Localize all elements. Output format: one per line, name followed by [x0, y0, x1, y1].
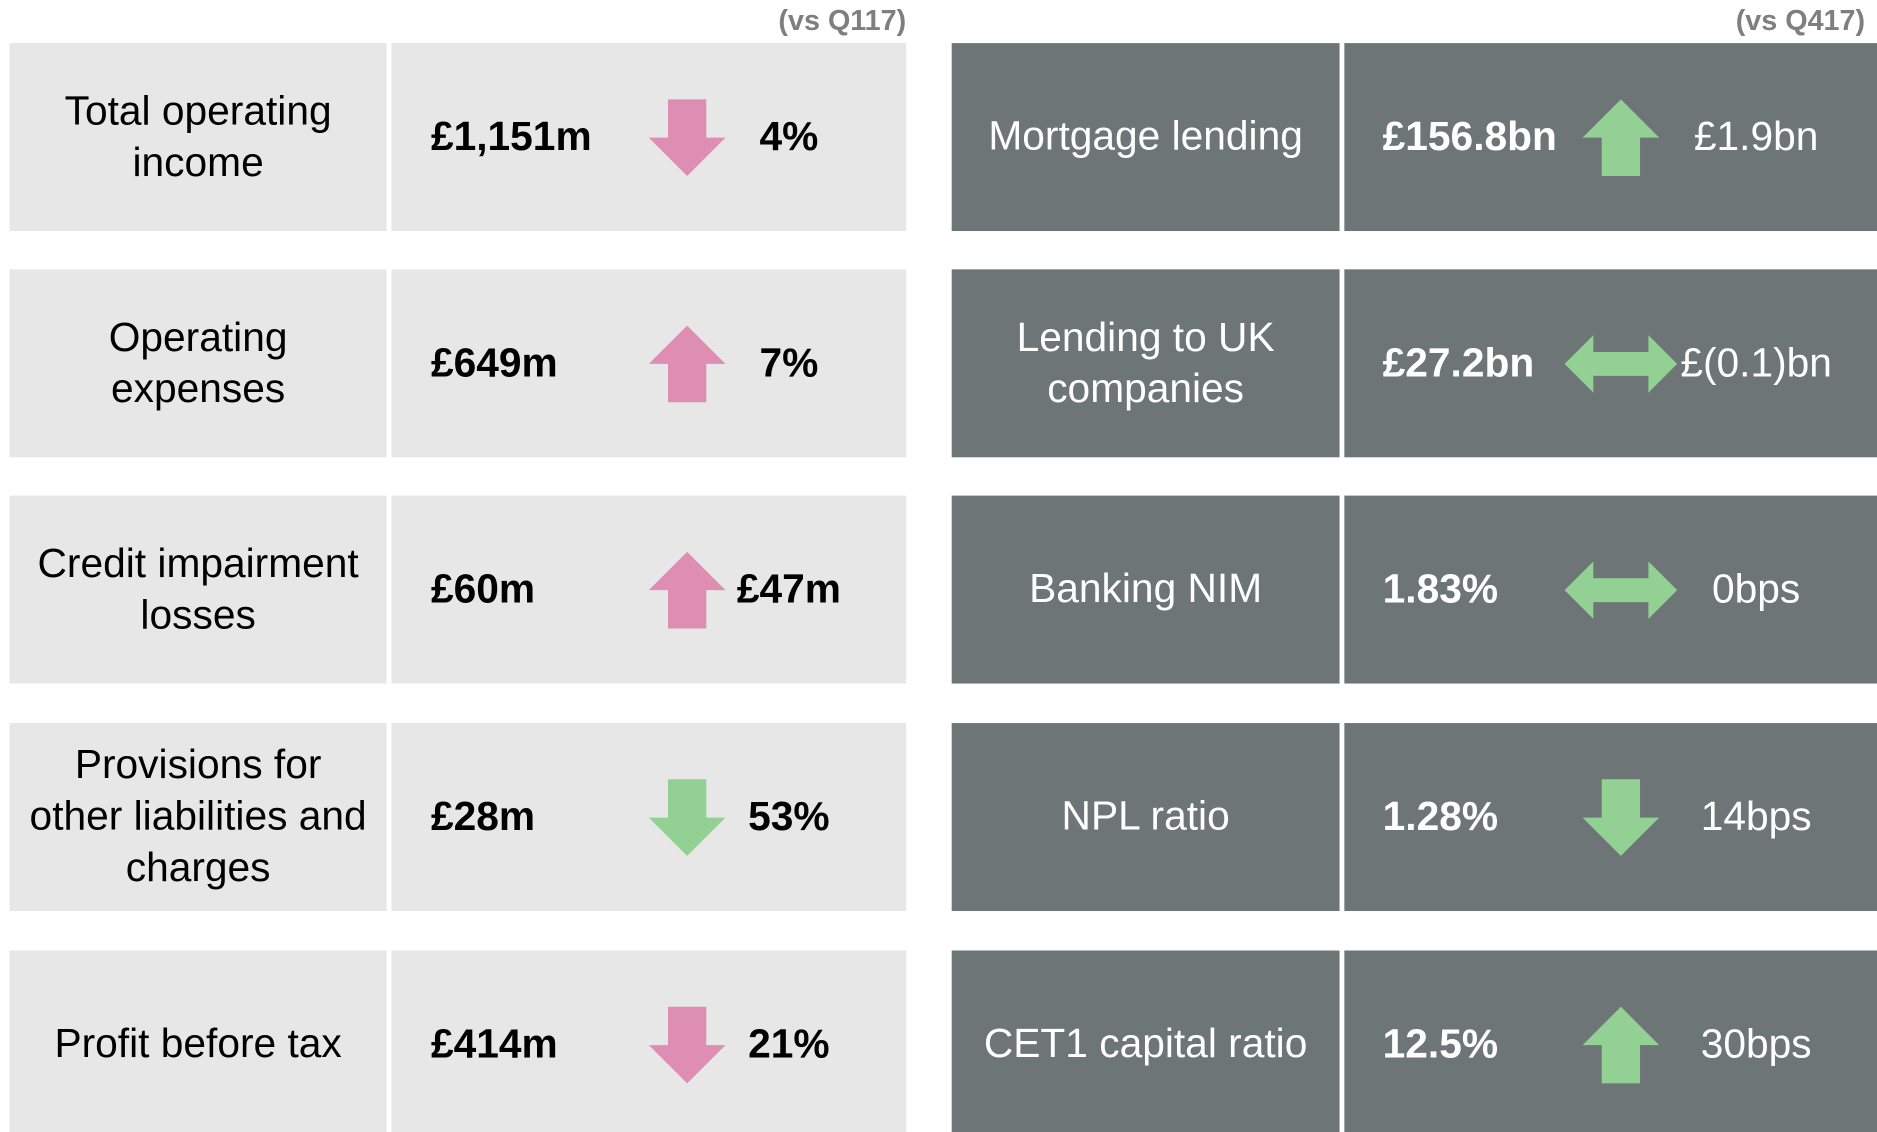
arrow [648, 1006, 726, 1083]
arrow-shape [1582, 98, 1660, 176]
metric-value: £649m [430, 339, 558, 386]
label-cell: Mortgage lending [951, 43, 1340, 232]
arrow-shape [1582, 1006, 1660, 1083]
metric-label: Profit before tax [54, 1021, 342, 1067]
value-cell: £27.2bn £(0.1)bn [1344, 269, 1877, 458]
metric-value: 1.83% [1382, 566, 1499, 612]
label-cell: Profit before tax [9, 950, 387, 1132]
arrow-shape [1564, 334, 1678, 393]
metric-value: £414m [430, 1021, 558, 1067]
arrow [648, 551, 726, 628]
metric-label: CET1 capital ratio [983, 1021, 1308, 1067]
arrow-shape [648, 325, 726, 402]
metric-change: £(0.1)bn [1680, 339, 1832, 386]
value-cell: 1.83% 0bps [1344, 495, 1877, 684]
metric-value: 1.28% [1382, 793, 1499, 840]
value-cell: £414m 21% [391, 950, 907, 1132]
value-cell: 12.5% 30bps [1344, 950, 1877, 1132]
arrow-shape [648, 551, 726, 628]
metric-value: £27.2bn [1382, 339, 1535, 386]
arrow [648, 778, 726, 856]
arrow [1582, 778, 1660, 856]
metric-value: 12.5% [1382, 1021, 1499, 1067]
panel-header: (vs Q117) [778, 4, 907, 38]
metric-label: Provisions for other liabilities and cha… [29, 742, 367, 891]
metric-label: Operating expenses [108, 314, 288, 412]
arrow [1582, 98, 1660, 176]
label-cell: Provisions for other liabilities and cha… [9, 723, 387, 911]
value-cell: £60m £47m [391, 495, 907, 684]
metric-change: £1.9bn [1693, 113, 1819, 160]
value-cell: £1,151m 4% [391, 43, 907, 232]
value-cell: £156.8bn £1.9bn [1344, 43, 1877, 232]
metric-value: £156.8bn [1382, 113, 1557, 160]
label-cell: Credit impairment losses [9, 495, 387, 684]
metric-change: 0bps [1712, 566, 1801, 612]
label-cell: Total operating income [9, 43, 387, 232]
metric-change: 53% [748, 793, 830, 840]
arrow [648, 325, 726, 402]
arrow [1582, 1006, 1660, 1083]
metric-label: NPL ratio [1061, 793, 1230, 840]
value-cell: £28m 53% [391, 723, 907, 911]
arrow-shape [648, 98, 726, 176]
metric-label: Banking NIM [1029, 566, 1263, 612]
label-cell: CET1 capital ratio [951, 950, 1340, 1132]
metric-change: 4% [759, 113, 819, 160]
value-cell: £649m 7% [391, 269, 907, 458]
metric-label: Total operating income [64, 87, 332, 185]
metric-change: 7% [759, 339, 819, 386]
arrow [648, 98, 726, 176]
panel-header: (vs Q417) [1735, 4, 1866, 38]
label-cell: Operating expenses [9, 269, 387, 458]
metric-value: £1,151m [430, 113, 592, 160]
metric-change: 21% [748, 1021, 830, 1067]
arrow [1564, 560, 1678, 619]
metric-label: Lending to UK companies [1016, 314, 1275, 412]
label-cell: Banking NIM [951, 495, 1340, 684]
arrow-shape [1582, 778, 1660, 856]
arrow-shape [648, 1006, 726, 1083]
label-cell: NPL ratio [951, 723, 1340, 911]
metric-label: Credit impairment losses [37, 540, 359, 638]
arrow-shape [1564, 560, 1678, 619]
arrow-shape [648, 778, 726, 856]
label-cell: Lending to UK companies [951, 269, 1340, 458]
metric-label: Mortgage lending [988, 113, 1303, 160]
metric-value: £28m [430, 793, 536, 840]
metric-value: £60m [430, 566, 536, 612]
metric-change: 30bps [1700, 1021, 1812, 1067]
metric-change: 14bps [1700, 793, 1812, 840]
value-cell: 1.28% 14bps [1344, 723, 1877, 911]
metric-change: £47m [736, 566, 841, 612]
arrow [1564, 334, 1678, 393]
